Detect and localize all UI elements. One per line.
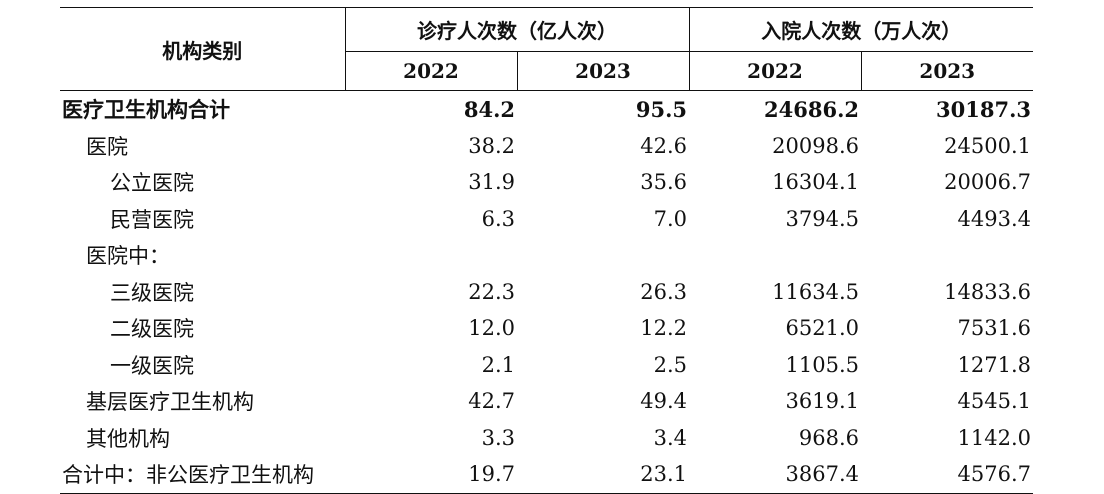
- cell-value: 23.1: [517, 456, 689, 494]
- cell-value: [689, 237, 861, 274]
- visits-group-header: 诊疗人次数（亿人次）: [344, 7, 689, 52]
- cell-value: 16304.1: [772, 170, 859, 195]
- cell-value: 3794.5: [785, 206, 859, 231]
- year-header: 2023: [860, 51, 1033, 91]
- cell-value: 19.7: [345, 456, 517, 494]
- cell-value: 26.3: [640, 279, 687, 304]
- cell-value: 14833.6: [944, 279, 1031, 304]
- cell-value: 4545.1: [957, 389, 1031, 414]
- cell-value: [517, 237, 689, 274]
- row-label: 民营医院: [110, 207, 194, 232]
- table-row: 二级医院 12.0 12.2 6521.0 7531.6: [60, 310, 1033, 347]
- table-row: 基层医疗卫生机构 42.7 49.4 3619.1 4545.1: [60, 383, 1033, 420]
- table-row: 医院 38.2 42.6 20098.6 24500.1: [60, 128, 1033, 165]
- row-label: 医院中：: [86, 244, 170, 269]
- table-row: 公立医院 31.9 35.6 16304.1 20006.7: [60, 164, 1033, 201]
- cell-value: 20006.7: [944, 170, 1031, 195]
- cell-value: 3.4: [653, 425, 687, 450]
- table-row: 其他机构 3.3 3.4 968.6 1142.0: [60, 420, 1033, 457]
- cell-value: 7.0: [653, 206, 687, 231]
- row-label: 二级医院: [110, 317, 194, 342]
- cell-value: 2.5: [653, 352, 687, 377]
- table-header: 机构类别 诊疗人次数（亿人次） 入院人次数（万人次） 2022 2023 202…: [60, 7, 1033, 91]
- cell-value: 22.3: [468, 279, 515, 304]
- cell-value: 24500.1: [944, 133, 1031, 158]
- cell-value: 6.3: [481, 206, 515, 231]
- table-row: 合计中：非公医疗卫生机构 19.7 23.1 3867.4 4576.7: [60, 456, 1033, 494]
- row-label: 医疗卫生机构合计: [62, 97, 230, 123]
- cell-value: 35.6: [640, 170, 687, 195]
- cell-value: 7531.6: [957, 316, 1031, 341]
- row-label: 合计中：非公医疗卫生机构: [60, 456, 345, 494]
- cell-value: 4576.7: [861, 456, 1033, 494]
- cell-value: 4493.4: [957, 206, 1031, 231]
- row-label: 其他机构: [86, 426, 170, 451]
- cell-value: 84.2: [463, 96, 515, 122]
- cell-value: 42.7: [468, 389, 515, 414]
- cell-value: 2.1: [481, 352, 515, 377]
- row-label: 一级医院: [110, 353, 194, 378]
- year-header: 2023: [516, 51, 689, 91]
- cell-value: 1142.0: [957, 425, 1031, 450]
- cell-value: 49.4: [640, 389, 687, 414]
- cell-value: 3.3: [481, 425, 515, 450]
- cell-value: 42.6: [640, 133, 687, 158]
- row-label: 公立医院: [110, 171, 194, 196]
- cell-value: 12.2: [640, 316, 687, 341]
- year-header: 2022: [344, 51, 517, 91]
- cell-value: 12.0: [468, 316, 515, 341]
- cell-value: 6521.0: [785, 316, 859, 341]
- table-row: 民营医院 6.3 7.0 3794.5 4493.4: [60, 201, 1033, 238]
- row-label-header: 机构类别: [60, 7, 345, 91]
- cell-value: 1271.8: [957, 352, 1031, 377]
- cell-value: [861, 237, 1033, 274]
- row-label: 三级医院: [110, 280, 194, 305]
- row-label: 基层医疗卫生机构: [86, 390, 254, 415]
- cell-value: 24686.2: [764, 96, 859, 122]
- cell-value: 31.9: [468, 170, 515, 195]
- statistics-table: 机构类别 诊疗人次数（亿人次） 入院人次数（万人次） 2022 2023 202…: [60, 7, 1033, 494]
- row-label: 医院: [86, 134, 128, 159]
- admissions-group-header: 入院人次数（万人次）: [688, 7, 1033, 52]
- table-row: 医疗卫生机构合计 84.2 95.5 24686.2 30187.3: [60, 91, 1033, 128]
- table-row: 三级医院 22.3 26.3 11634.5 14833.6: [60, 274, 1033, 311]
- table-body: 医疗卫生机构合计 84.2 95.5 24686.2 30187.3 医院 38.2 42.6…: [60, 91, 1033, 494]
- cell-value: 20098.6: [772, 133, 859, 158]
- cell-value: 968.6: [798, 425, 859, 450]
- cell-value: [345, 237, 517, 274]
- cell-value: 95.5: [635, 96, 687, 122]
- cell-value: 38.2: [468, 133, 515, 158]
- cell-value: 3619.1: [785, 389, 859, 414]
- cell-value: 30187.3: [936, 96, 1031, 122]
- table-row: 医院中：: [60, 237, 1033, 274]
- cell-value: 1105.5: [785, 352, 859, 377]
- cell-value: 11634.5: [772, 279, 859, 304]
- table-row: 一级医院 2.1 2.5 1105.5 1271.8: [60, 347, 1033, 384]
- cell-value: 3867.4: [689, 456, 861, 494]
- year-header: 2022: [688, 51, 861, 91]
